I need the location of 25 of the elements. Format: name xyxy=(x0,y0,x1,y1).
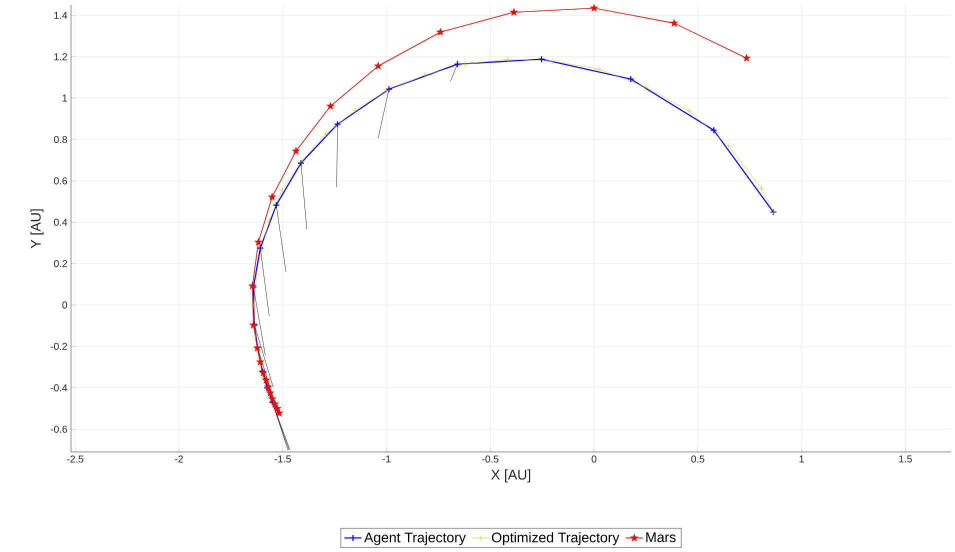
y-axis-title: Y [AU] xyxy=(30,209,44,248)
x-tick-label: -1 xyxy=(382,456,390,462)
y-tick-label: 0.6 xyxy=(54,177,68,184)
x-tick-label: -1.5 xyxy=(274,456,291,462)
legend-label: Mars xyxy=(646,532,676,542)
y-tick-label: 1.4 xyxy=(54,12,68,19)
x-tick-label: -0.5 xyxy=(482,456,498,463)
y-tick-label: 1.2 xyxy=(54,53,67,60)
x-axis-title: X [AU] xyxy=(491,469,530,482)
x-tick-label: 1 xyxy=(800,456,804,462)
y-tick-label: 0 xyxy=(62,302,68,309)
y-tick-label: -0.2 xyxy=(50,342,67,350)
x-tick-label: -2.5 xyxy=(67,456,84,463)
y-tick-label: -0.6 xyxy=(50,426,68,433)
y-tick-label: 0.2 xyxy=(54,260,67,268)
y-tick-label: -0.4 xyxy=(50,384,68,392)
x-tick-label: -2 xyxy=(174,456,183,462)
legend-label: Optimized Trajectory xyxy=(492,532,620,546)
y-tick-label: 0.4 xyxy=(54,218,68,226)
y-tick-label: 1 xyxy=(62,94,68,102)
y-tick-label: 0.8 xyxy=(54,136,68,144)
x-tick-label: 0.5 xyxy=(691,456,704,463)
legend-label: Agent Trajectory xyxy=(364,532,466,546)
x-tick-label: 1.5 xyxy=(899,456,912,462)
x-tick-label: 0 xyxy=(592,456,596,463)
